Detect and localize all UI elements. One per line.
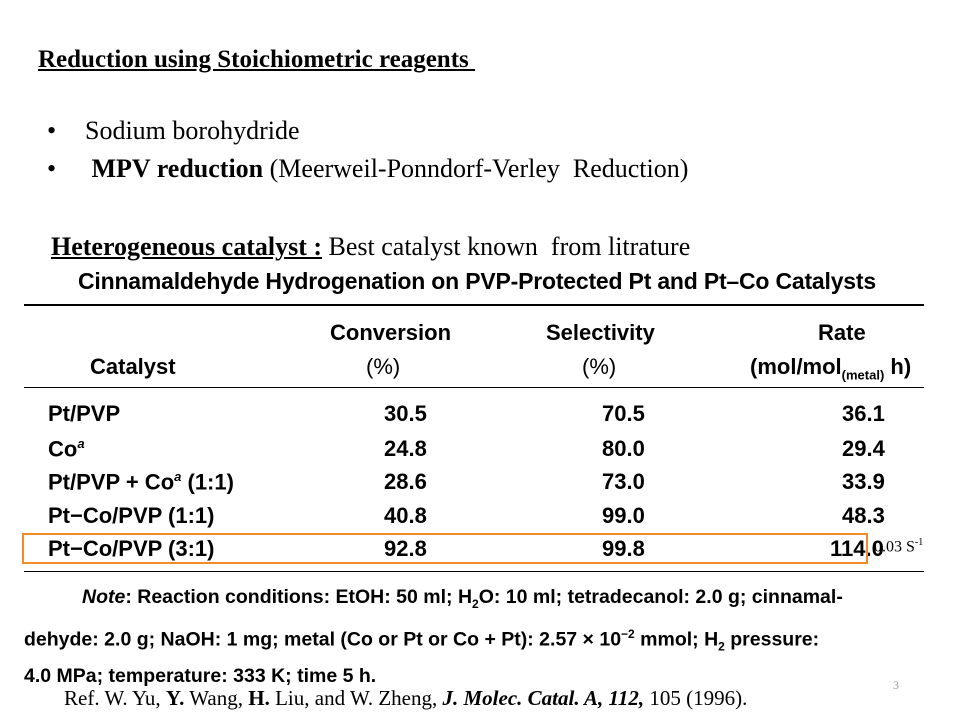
reference-citation: Ref. W. Yu, Y. Wang, H. Liu, and W. Zhen… bbox=[64, 686, 748, 710]
reaction-conditions-note: Note: Reaction conditions: EtOH: 50 ml; … bbox=[24, 582, 928, 691]
table-cell-selectivity: 70.5 bbox=[602, 401, 645, 426]
table-cell-selectivity: 99.0 bbox=[602, 503, 645, 528]
table-bottom-rule bbox=[24, 571, 924, 572]
table-cell-rate: 33.9 bbox=[842, 469, 885, 494]
table-cell-catalyst: Pt−Co/PVP (1:1) bbox=[48, 503, 215, 528]
header-conversion-unit: (%) bbox=[366, 354, 401, 379]
table-cell-conversion: 92.8 bbox=[384, 536, 427, 561]
table-cell-catalyst: Coa bbox=[48, 436, 85, 462]
table-cell-conversion: 28.6 bbox=[384, 469, 427, 494]
bullet-item-sodium-borohydride: • Sodium borohydride bbox=[34, 86, 300, 146]
table-cell-catalyst: Pt/PVP bbox=[48, 401, 121, 426]
note-line-1: Note: Reaction conditions: EtOH: 50 ml; … bbox=[82, 586, 843, 611]
note-line-3: 4.0 MPa; temperature: 333 K; time 5 h. bbox=[24, 665, 377, 688]
page-heading: Reduction using Stoichiometric reagents bbox=[38, 46, 476, 73]
table-cell-conversion: 24.8 bbox=[384, 436, 427, 461]
bullet-icon: • bbox=[47, 154, 57, 183]
header-catalyst: Catalyst bbox=[90, 354, 176, 379]
table-cell-rate: 114.0 bbox=[830, 536, 884, 561]
table-cell-catalyst: Pt−Co/PVP (3:1) bbox=[48, 536, 215, 561]
header-rate: Rate bbox=[818, 320, 866, 345]
rate-note: 0.03 S-1 bbox=[874, 537, 924, 556]
table-cell-selectivity: 80.0 bbox=[602, 436, 645, 461]
bullet-icon: • bbox=[47, 116, 57, 145]
table-cell-conversion: 40.8 bbox=[384, 503, 427, 528]
bullet-text: Sodium borohydride bbox=[85, 116, 300, 145]
header-selectivity: Selectivity bbox=[546, 320, 655, 345]
highlight-box bbox=[22, 533, 868, 564]
heterogeneous-catalyst-line: Heterogeneous catalyst : Best catalyst k… bbox=[38, 202, 690, 262]
note-line-2: dehyde: 2.0 g; NaOH: 1 mg; metal (Co or … bbox=[24, 626, 820, 654]
header-selectivity-unit: (%) bbox=[582, 354, 617, 379]
table-cell-rate: 36.1 bbox=[842, 401, 885, 426]
table-top-rule bbox=[24, 304, 924, 306]
header-rate-unit: (mol/mol(metal) h) bbox=[750, 354, 912, 383]
rate-unit-subscript: (metal) bbox=[841, 367, 885, 383]
bullet-item-mpv-reduction: • MPV reduction (Meerweil-Ponndorf-Verle… bbox=[34, 124, 688, 184]
header-conversion: Conversion bbox=[330, 320, 452, 345]
table-cell-catalyst: Pt/PVP + Coa (1:1) bbox=[48, 469, 234, 495]
page-number: 3 bbox=[893, 678, 899, 692]
hetero-label: Heterogeneous catalyst : bbox=[51, 232, 323, 261]
table-header-rule bbox=[24, 387, 924, 388]
table-cell-rate: 29.4 bbox=[842, 436, 885, 461]
bullet-text: (Meerweil-Ponndorf-Verley Reduction) bbox=[263, 154, 689, 183]
table-cell-selectivity: 99.8 bbox=[602, 536, 645, 561]
bullet-bold-text: MPV reduction bbox=[85, 154, 264, 183]
table-cell-rate: 48.3 bbox=[842, 503, 885, 528]
table-cell-conversion: 30.5 bbox=[384, 401, 427, 426]
table-cell-selectivity: 73.0 bbox=[602, 469, 645, 494]
hetero-text: Best catalyst known from litrature bbox=[322, 232, 691, 261]
table-title: Cinnamaldehyde Hydrogenation on PVP-Prot… bbox=[78, 268, 876, 294]
